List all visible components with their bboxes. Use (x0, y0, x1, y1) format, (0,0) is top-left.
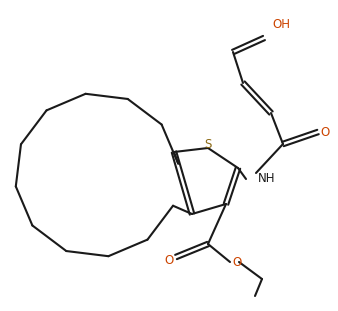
Text: S: S (204, 137, 212, 151)
Text: NH: NH (258, 173, 275, 185)
Text: O: O (165, 253, 174, 267)
Text: OH: OH (272, 17, 290, 30)
Text: O: O (232, 256, 241, 268)
Text: O: O (320, 126, 329, 138)
